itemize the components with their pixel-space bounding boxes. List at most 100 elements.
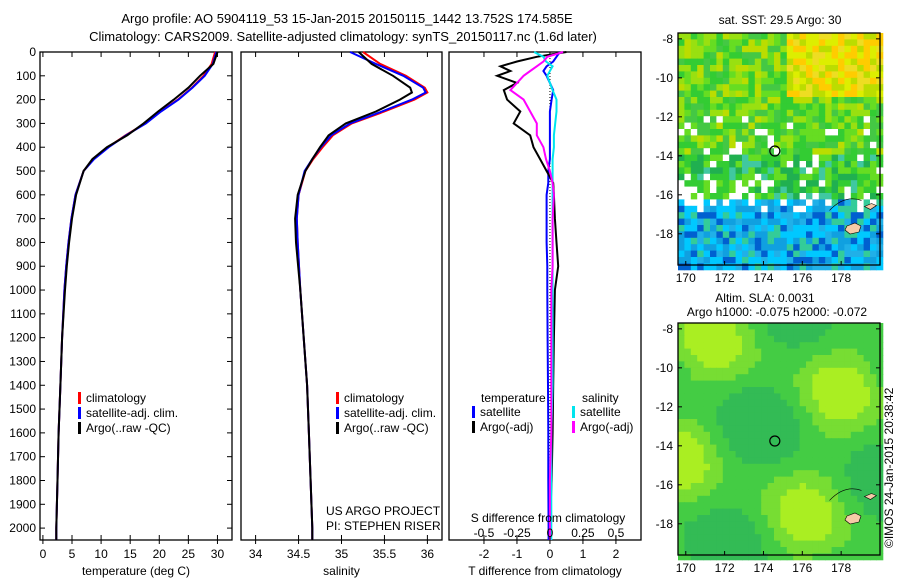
map-cell (799, 77, 807, 85)
map-cell (761, 444, 769, 452)
legend-label: Argo(-adj) (580, 420, 633, 434)
map-cell (863, 463, 871, 471)
map-cell (799, 483, 807, 490)
map-cell (735, 335, 743, 343)
map-cell (825, 225, 833, 232)
map-cell (780, 335, 788, 343)
map-cell (850, 406, 858, 414)
map-cell (818, 463, 826, 471)
map-cell (690, 534, 698, 542)
map-cell (838, 199, 845, 207)
map-cell (697, 250, 705, 258)
map-cell (793, 161, 801, 168)
map-cell (729, 212, 737, 220)
map-cell (870, 329, 877, 337)
map-cell (697, 173, 705, 181)
map-cell (831, 470, 839, 478)
lat-tick-label: -16 (656, 478, 674, 492)
map-cell (844, 52, 852, 60)
map-cell (697, 263, 705, 271)
map-cell (684, 342, 692, 350)
depth-tick-label: 200 (16, 93, 36, 107)
map-cell (716, 399, 724, 407)
map-cell (678, 237, 685, 245)
map-cell (697, 425, 705, 433)
map-cell (799, 534, 807, 542)
map-cell (812, 231, 820, 239)
map-cell (735, 154, 743, 162)
map-cell (684, 52, 692, 60)
map-cell (722, 122, 730, 130)
map-cell (793, 393, 801, 401)
map-cell (793, 444, 801, 452)
map-cell (722, 380, 730, 388)
map-cell (729, 444, 737, 452)
map-cell (806, 52, 813, 60)
map-cell (780, 374, 788, 382)
map-cell (799, 173, 807, 181)
map-cell (722, 45, 730, 53)
map-cell (729, 167, 737, 175)
map-cell (857, 412, 865, 420)
map-cell (684, 148, 692, 156)
map-cell (710, 355, 717, 362)
map-cell (812, 527, 820, 535)
map-cell (716, 103, 724, 111)
map-cell (786, 109, 794, 117)
map-cell (710, 425, 717, 433)
map-cell (761, 323, 769, 330)
map-cell (844, 193, 852, 200)
map-cell (729, 71, 737, 79)
map-cell (754, 508, 762, 516)
map-cell (722, 348, 730, 356)
map-cell (697, 419, 705, 426)
map-cell (761, 380, 769, 388)
map-cell (838, 109, 845, 117)
map-cell (831, 451, 839, 458)
map-cell (684, 109, 692, 117)
lat-tick-label: -14 (656, 439, 674, 453)
map-cell (850, 361, 858, 369)
map-cell (793, 438, 801, 446)
map-cell (716, 348, 724, 356)
map-cell (838, 84, 845, 92)
map-cell (812, 180, 820, 188)
map-cell (825, 148, 833, 156)
map-cell (774, 502, 781, 510)
map-cell (678, 495, 685, 503)
map-cell (844, 399, 852, 407)
map-cell (786, 412, 794, 420)
map-cell (690, 45, 698, 53)
map-cell (786, 173, 794, 181)
map-cell (812, 489, 820, 497)
map-cell (831, 237, 839, 245)
map-cell (697, 534, 705, 542)
map-cell (761, 527, 769, 535)
map-cell (786, 129, 794, 136)
map-cell (870, 199, 877, 207)
map-cell (831, 342, 839, 350)
map-cell (748, 33, 756, 40)
map-cell (748, 97, 756, 104)
map-cell (850, 387, 858, 394)
map-cell (786, 193, 794, 200)
legend-label: satellite-adj. clim. (86, 406, 178, 420)
map-cell (761, 508, 769, 516)
map-cell (774, 342, 781, 350)
map-cell (742, 122, 749, 130)
map-cell (678, 116, 685, 124)
map-cell (780, 77, 788, 85)
map-cell (786, 103, 794, 111)
map-cell (825, 205, 833, 213)
map-cell (735, 547, 743, 554)
map-cell (844, 502, 852, 510)
map-cell (710, 534, 717, 542)
difference-panel: -2 -1 0 1 2T difference from climatology-0.5… (448, 51, 642, 578)
map-cell (703, 263, 711, 271)
map-cell (850, 167, 858, 175)
map-cell (742, 355, 749, 362)
map-cell (697, 90, 705, 98)
map-cell (812, 33, 820, 40)
map-cell (697, 547, 705, 554)
map-cell (825, 553, 833, 561)
